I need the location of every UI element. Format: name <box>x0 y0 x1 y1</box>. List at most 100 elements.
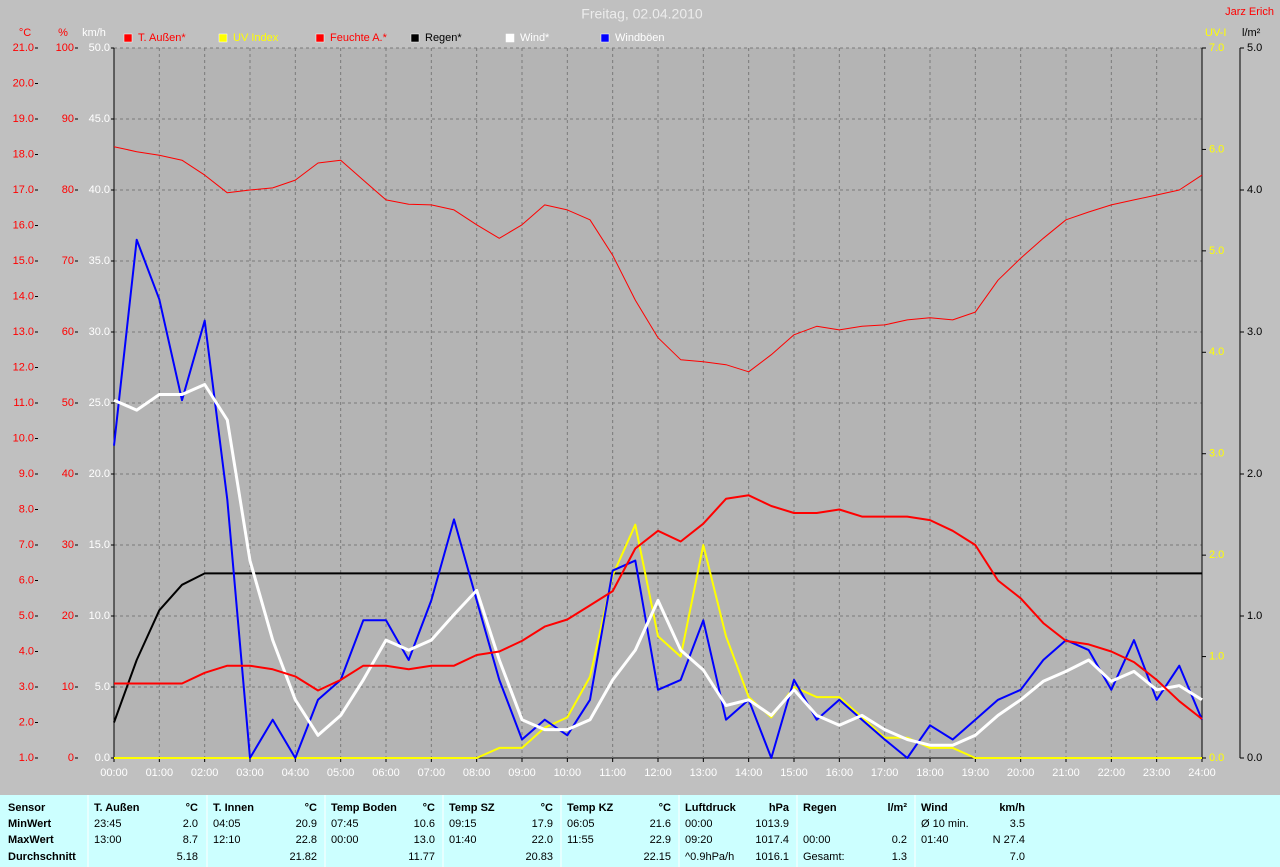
y-tick-label: 7.0 <box>1209 42 1224 54</box>
legend-label: Feuchte A.* <box>330 32 388 44</box>
y-tick-label: 30 <box>62 539 74 551</box>
y-tick-label: 11.0 <box>13 397 34 409</box>
y-tick-label: 45.0 <box>89 113 110 125</box>
y-tick-label: 4.0 <box>19 645 34 657</box>
y-tick-label: 0.0 <box>1209 752 1224 764</box>
row-label: Sensor <box>8 802 46 814</box>
cell-value: 21.6 <box>650 818 671 830</box>
column-unit: l/m² <box>887 802 907 814</box>
y-tick-label: 90 <box>62 113 74 125</box>
legend-swatch <box>123 33 133 43</box>
y-tick-label: 0.0 <box>1247 752 1262 764</box>
x-tick-label: 21:00 <box>1052 767 1080 779</box>
cell-label: 09:15 <box>449 818 477 830</box>
column-name: Temp Boden <box>331 802 397 814</box>
column-name: Wind <box>921 802 948 814</box>
cell-value: 22.9 <box>650 834 671 846</box>
y-tick-label: 10.0 <box>89 610 110 622</box>
y-tick-label: 80 <box>62 184 74 196</box>
y-tick-label: 16.0 <box>13 219 34 231</box>
cell-value: 1017.4 <box>755 834 789 846</box>
axis-unit-label: % <box>58 27 68 39</box>
y-tick-label: 30.0 <box>89 326 110 338</box>
column-unit: °C <box>305 802 317 814</box>
x-tick-label: 13:00 <box>690 767 718 779</box>
column-unit: °C <box>186 802 198 814</box>
y-tick-label: 14.0 <box>13 290 34 302</box>
y-tick-label: 2.0 <box>1247 468 1262 480</box>
x-tick-label: 19:00 <box>962 767 990 779</box>
cell-value: 8.7 <box>183 834 198 846</box>
cell-label: 07:45 <box>331 818 359 830</box>
y-tick-label: 20.0 <box>89 468 110 480</box>
y-tick-label: 4.0 <box>1209 346 1224 358</box>
y-tick-label: 18.0 <box>13 148 34 160</box>
x-tick-label: 04:00 <box>282 767 310 779</box>
y-tick-label: 19.0 <box>13 113 34 125</box>
x-tick-label: 18:00 <box>916 767 944 779</box>
x-tick-label: 16:00 <box>826 767 854 779</box>
legend-swatch <box>505 33 515 43</box>
x-tick-label: 17:00 <box>871 767 899 779</box>
cell-label: Ø 10 min. <box>921 818 969 830</box>
y-tick-label: 4.0 <box>1247 184 1262 196</box>
legend-swatch <box>410 33 420 43</box>
y-tick-label: 50.0 <box>89 42 110 54</box>
cell-value: 22.0 <box>532 834 553 846</box>
column-name: Temp SZ <box>449 802 495 814</box>
y-tick-label: 5.0 <box>1247 42 1262 54</box>
legend-swatch <box>315 33 325 43</box>
cell-value: N 27.4 <box>993 834 1025 846</box>
cell-value: 5.18 <box>177 851 198 863</box>
y-tick-label: 3.0 <box>19 681 34 693</box>
y-tick-label: 100 <box>56 42 74 54</box>
row-label: Durchschnitt <box>8 851 76 863</box>
y-tick-label: 12.0 <box>13 361 34 373</box>
y-tick-label: 5.0 <box>1209 245 1224 257</box>
x-tick-label: 08:00 <box>463 767 491 779</box>
y-tick-label: 40 <box>62 468 74 480</box>
x-tick-label: 02:00 <box>191 767 219 779</box>
cell-value: 13.0 <box>414 834 435 846</box>
x-tick-label: 24:00 <box>1188 767 1216 779</box>
cell-value: 22.8 <box>296 834 317 846</box>
cell-value: 21.82 <box>289 851 317 863</box>
column-unit: °C <box>659 802 671 814</box>
axis-unit-label: km/h <box>82 27 106 39</box>
series-line <box>113 146 1203 373</box>
cell-label: 04:05 <box>213 818 241 830</box>
y-tick-label: 50 <box>62 397 74 409</box>
y-tick-label: 25.0 <box>89 397 110 409</box>
author: Jarz Erich <box>1225 6 1274 18</box>
legend-swatch <box>218 33 228 43</box>
cell-label: 00:00 <box>331 834 359 846</box>
y-tick-label: 5.0 <box>19 610 34 622</box>
column-name: Luftdruck <box>685 802 737 814</box>
chart: Freitag, 02.04.2010 Jarz Erich °C 1.0 2.0 3… <box>12 5 1274 779</box>
column-name: Temp KZ <box>567 802 614 814</box>
column-unit: °C <box>423 802 435 814</box>
y-tick-label: 9.0 <box>19 468 34 480</box>
x-tick-label: 23:00 <box>1143 767 1171 779</box>
series-line <box>113 572 1202 723</box>
y-tick-label: 13.0 <box>13 326 34 338</box>
y-tick-label: 6.0 <box>1209 143 1224 155</box>
cell-value: 2.0 <box>183 818 198 830</box>
y-tick-label: 2.0 <box>19 716 34 728</box>
cell-label: 01:40 <box>921 834 949 846</box>
y-tick-label: 20.0 <box>13 77 34 89</box>
cell-value: 3.5 <box>1010 818 1025 830</box>
cell-value: 1016.1 <box>755 851 789 863</box>
y-tick-label: 2.0 <box>1209 549 1224 561</box>
column-name: T. Innen <box>213 802 254 814</box>
x-tick-label: 05:00 <box>327 767 355 779</box>
cell-value: 20.83 <box>525 851 553 863</box>
y-tick-label: 1.0 <box>1247 610 1262 622</box>
legend-label: UV Index <box>233 32 279 44</box>
y-tick-label: 40.0 <box>89 184 110 196</box>
cell-value: 17.9 <box>532 818 553 830</box>
y-tick-label: 8.0 <box>19 503 34 515</box>
y-tick-label: 10.0 <box>13 432 34 444</box>
column-unit: °C <box>541 802 553 814</box>
